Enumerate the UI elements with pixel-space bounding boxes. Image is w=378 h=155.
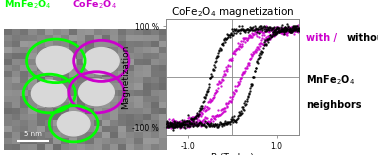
Circle shape — [36, 46, 75, 75]
X-axis label: B (Teslas): B (Teslas) — [211, 153, 254, 155]
Text: MnFe$_2$O$_4$: MnFe$_2$O$_4$ — [4, 0, 51, 11]
Text: MnFe$_2$O$_4$: MnFe$_2$O$_4$ — [306, 73, 355, 87]
Text: CoFe$_2$O$_4$: CoFe$_2$O$_4$ — [72, 0, 117, 11]
Title: CoFe$_2$O$_4$ magnetization: CoFe$_2$O$_4$ magnetization — [171, 5, 294, 19]
Circle shape — [57, 112, 90, 136]
Circle shape — [79, 79, 114, 106]
Text: without: without — [346, 33, 378, 43]
Text: 5 nm: 5 nm — [24, 131, 42, 137]
Text: neighbors: neighbors — [306, 100, 362, 110]
Text: with /: with / — [306, 33, 341, 43]
Y-axis label: Magnetization: Magnetization — [122, 44, 130, 109]
Circle shape — [84, 48, 119, 74]
Circle shape — [31, 80, 67, 107]
